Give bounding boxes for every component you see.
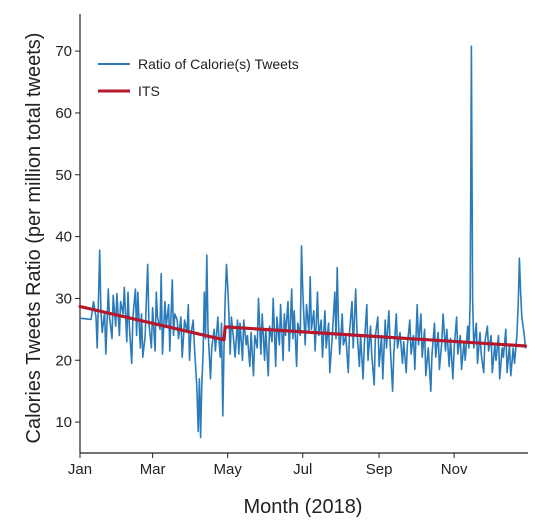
y-tick-label: 40 bbox=[55, 229, 72, 246]
legend-label-its: ITS bbox=[138, 83, 160, 99]
y-tick-label: 30 bbox=[55, 290, 72, 307]
y-axis-title: Calories Tweets Ratio (per million total… bbox=[23, 33, 45, 444]
x-tick-label: Nov bbox=[441, 461, 468, 478]
y-axis-ticks: 10 20 30 40 50 60 70 bbox=[55, 43, 80, 431]
x-tick-label: Jul bbox=[293, 461, 312, 478]
plot-frame bbox=[79, 14, 528, 454]
y-tick-label: 50 bbox=[55, 167, 72, 184]
y-tick-label: 10 bbox=[55, 414, 72, 431]
y-tick-label: 70 bbox=[55, 43, 72, 60]
x-tick-label: May bbox=[214, 461, 243, 478]
y-tick-label: 20 bbox=[55, 352, 72, 369]
series-line-its bbox=[78, 304, 528, 348]
x-axis-title: Month (2018) bbox=[244, 496, 363, 518]
y-tick-label: 60 bbox=[55, 105, 72, 122]
x-tick-label: Jan bbox=[68, 461, 92, 478]
legend-label-calorie-ratio: Ratio of Calorie(s) Tweets bbox=[138, 56, 299, 72]
x-axis-ticks: Jan Mar May Jul Sep Nov bbox=[68, 453, 468, 478]
series-layer bbox=[78, 45, 528, 439]
legend: Ratio of Calorie(s) Tweets ITS bbox=[98, 56, 299, 99]
x-tick-label: Sep bbox=[366, 461, 393, 478]
series-line-ratio-of-calorie-s-tweets bbox=[79, 45, 527, 439]
x-tick-label: Mar bbox=[140, 461, 166, 478]
